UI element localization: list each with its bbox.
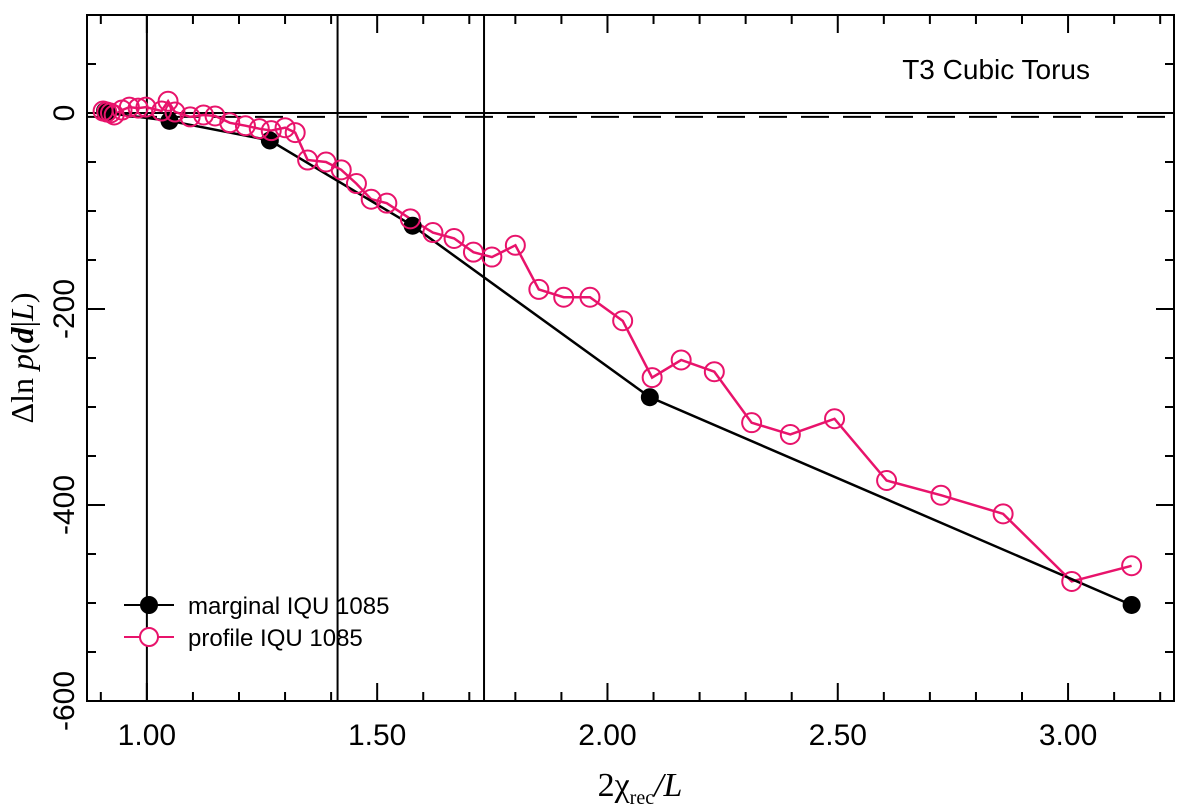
profile-point [164,101,186,123]
marginal-point [403,216,422,235]
y-tick-label: 0 [48,105,81,122]
profile-point [824,408,846,430]
profile-point [612,310,634,332]
profile-point [579,286,601,308]
annotation-text: T3 Cubic Torus [902,54,1090,85]
profile-point [930,484,952,506]
marginal-series-line [104,109,1133,607]
profile-point [248,118,270,140]
profile-point [376,192,398,214]
legend: marginal IQU 1085 profile IQU 1085 [124,593,389,652]
profile-point [670,349,692,371]
y-tick-label: -200 [48,279,81,339]
profile-point [179,106,201,128]
profile-point [399,208,421,230]
x-tick-label: 2.50 [809,719,867,752]
profile-point [118,96,140,118]
reference-lines [87,15,1174,701]
profile-point [360,188,382,210]
x-tick-label: 3.00 [1039,719,1097,752]
y-tick-label: -600 [48,671,81,731]
marginal-point [1122,595,1141,614]
profile-point [127,97,149,119]
profile-point [779,423,801,445]
profile-point [330,159,352,181]
profile-point [157,90,179,112]
tick-labels: 1.00 1.50 2.00 2.50 3.00 -600 -400 -200 0 [48,105,1097,752]
legend-profile-label: profile IQU 1085 [188,625,363,652]
y-axis-title-close: ) [4,293,40,304]
profile-point [992,503,1014,525]
profile-point [274,117,296,139]
profile-point [481,246,503,268]
profile-point [528,278,550,300]
x-tick-label: 1.50 [348,719,406,752]
legend-marginal-marker [140,596,158,614]
profile-point [345,173,367,195]
profile-point [703,361,725,383]
axis-ticks [87,14,1174,702]
x-axis-title: 2χrec/L [598,767,683,809]
y-axis-title-open: ( [4,343,40,354]
profile-series-line [102,98,1132,583]
profile-point [234,115,256,137]
profile-point [135,96,157,118]
profile-point [260,120,282,142]
x-axis-title-tail: /L [652,767,682,804]
y-axis-title-p: p [4,354,40,372]
profile-point [193,104,215,126]
series-layer [92,90,1143,614]
y-axis-title-d: d [4,326,40,343]
y-tick-label: -400 [48,475,81,535]
x-tick-label: 1.00 [118,719,176,752]
profile-point [876,470,898,491]
profile-point [443,227,465,249]
legend-profile-marker [139,627,159,647]
y-axis-title-prefix: Δln [4,370,40,423]
marginal-point [640,388,659,407]
y-axis-title-L: L [4,303,40,322]
x-axis-title-sub: rec [630,787,655,809]
legend-marginal-label: marginal IQU 1085 [188,593,389,620]
profile-point [422,222,444,244]
x-axis-title-main: 2χ [598,767,630,804]
profile-point [99,102,121,124]
profile-point [641,367,663,389]
x-tick-label: 2.00 [578,719,636,752]
y-axis-title-bar: | [4,321,40,327]
profile-point [284,122,306,144]
profile-point [219,112,241,134]
profile-point [1061,570,1083,592]
profile-point [553,286,575,308]
profile-point [741,412,763,434]
profile-point [504,234,526,256]
profile-point [1121,555,1143,577]
y-axis-title: Δln p(d|L) [4,293,40,424]
